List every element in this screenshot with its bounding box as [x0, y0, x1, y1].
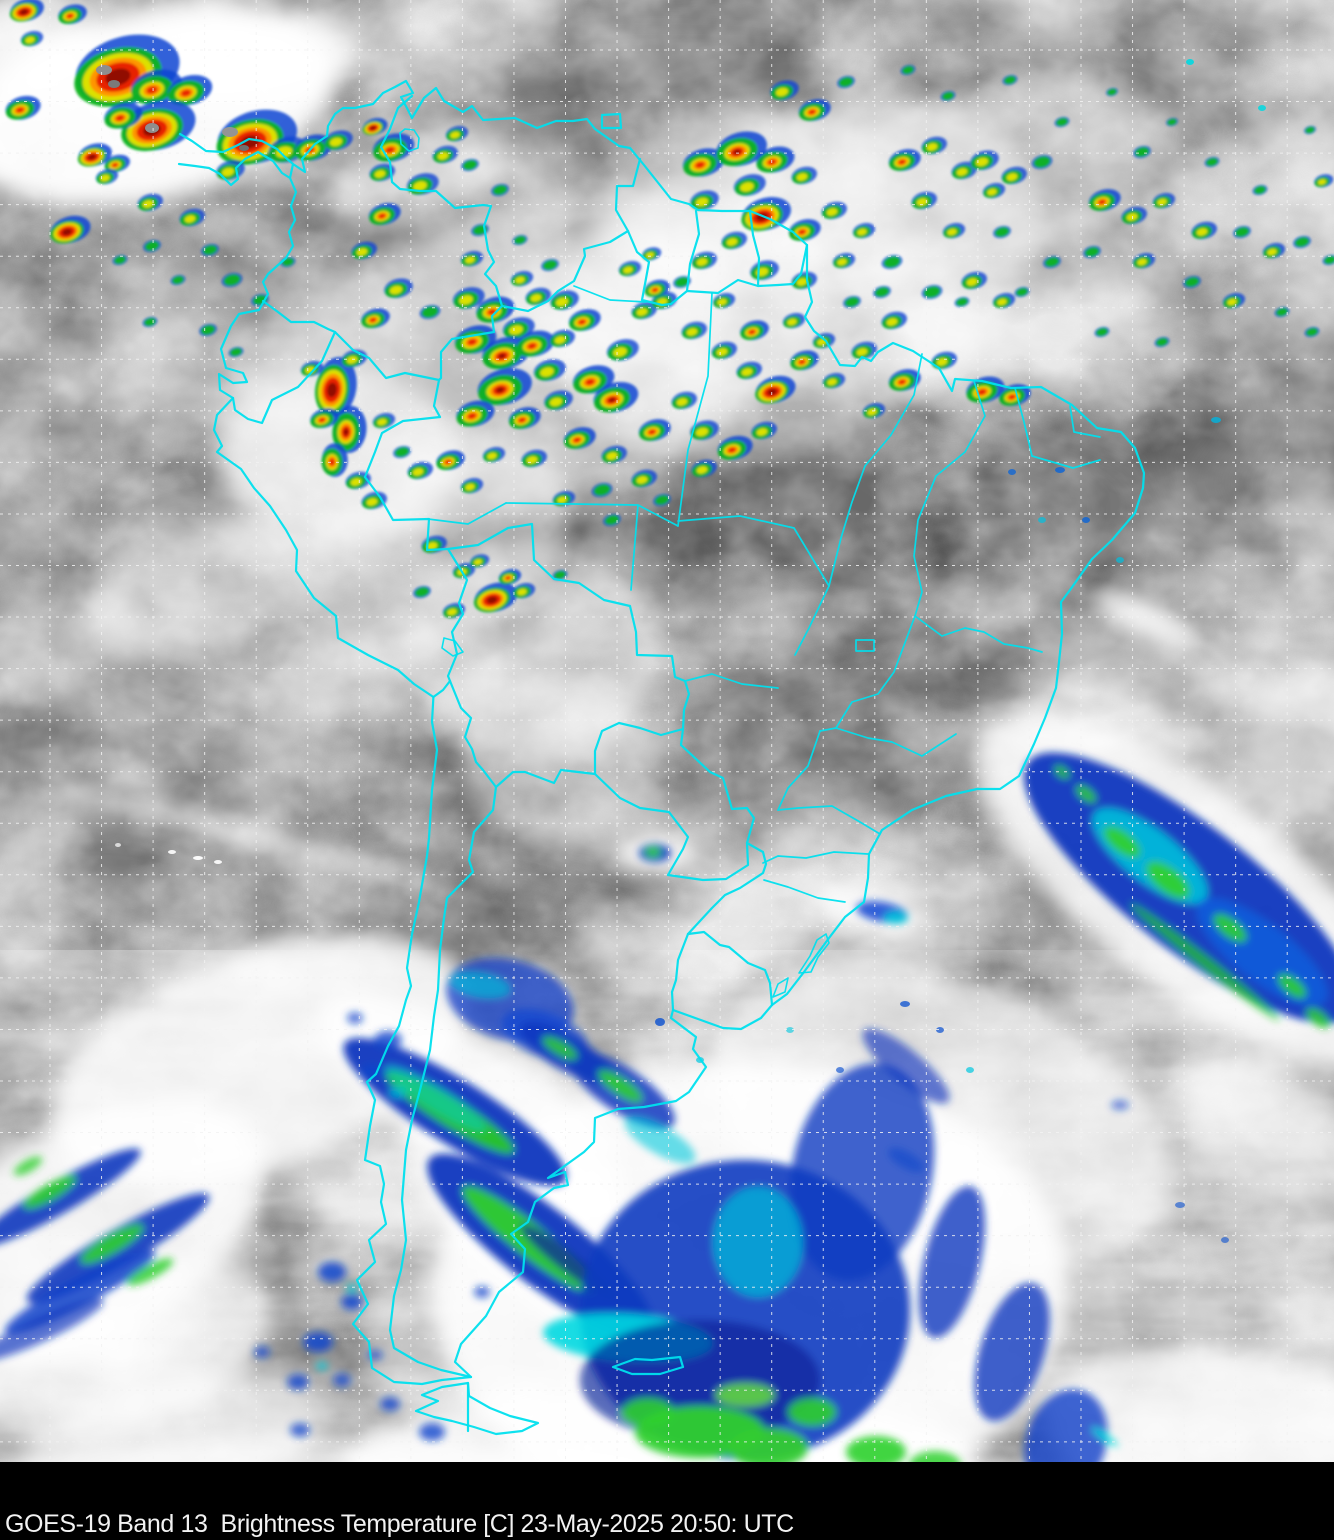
country-borders [231, 94, 809, 1433]
caption-bar: GOES-19 Band 13 Brightness Temperature [… [0, 1462, 1334, 1540]
state-borders [427, 285, 1101, 903]
coastlines [177, 79, 1146, 1436]
caption-text: GOES-19 Band 13 Brightness Temperature [… [5, 1510, 794, 1538]
cold-cloud-bands [0, 752, 1334, 1462]
latlon-grid [0, 0, 1334, 1462]
pixel-specks [96, 59, 1266, 1243]
convective-cells [5, 0, 1334, 619]
satellite-image [0, 0, 1334, 1462]
lake-outlines [399, 128, 830, 998]
